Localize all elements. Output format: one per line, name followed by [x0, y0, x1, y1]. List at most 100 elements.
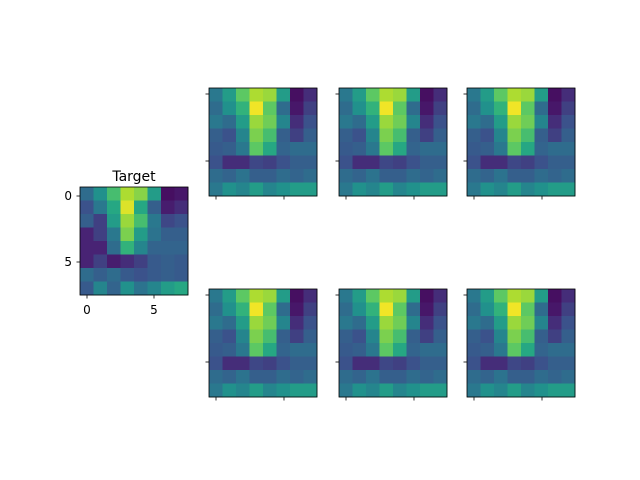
- heatmap-cell: [352, 128, 367, 143]
- heatmap-cell: [393, 343, 407, 357]
- heatmap-cell: [93, 241, 108, 255]
- heatmap-cell: [521, 88, 535, 102]
- heatmap-cell: [209, 142, 223, 156]
- heatmap-cell: [379, 101, 394, 116]
- heatmap-cell: [290, 182, 304, 197]
- axes-frame: [79, 186, 189, 296]
- heatmap-cell: [494, 169, 508, 183]
- heatmap-cell: [561, 329, 576, 344]
- heatmap-cell: [366, 182, 380, 197]
- heatmap-cell: [521, 289, 535, 303]
- heatmap-cell: [420, 169, 434, 183]
- heatmap-cell: [339, 316, 353, 330]
- heatmap-cell: [366, 128, 380, 143]
- heatmap-cell: [534, 343, 549, 357]
- heatmap-cell: [467, 155, 481, 170]
- heatmap-cell: [80, 187, 94, 201]
- heatmap-cell: [433, 88, 448, 102]
- prediction-heatmap-6: [466, 288, 576, 398]
- heatmap-cell: [366, 316, 380, 330]
- heatmap-cell: [174, 241, 189, 255]
- heatmap-cell: [507, 370, 522, 384]
- heatmap-cell: [339, 169, 353, 183]
- heatmap-cell: [534, 383, 549, 398]
- heatmap-cell: [467, 289, 481, 303]
- heatmap-cell: [534, 101, 549, 116]
- heatmap-cell: [120, 254, 135, 269]
- heatmap-cell: [147, 214, 162, 228]
- heatmap-cell: [352, 169, 367, 183]
- heatmap-cell: [521, 343, 535, 357]
- heatmap-cell: [352, 289, 367, 303]
- heatmap-cell: [433, 343, 448, 357]
- heatmap-cell: [420, 88, 434, 102]
- heatmap-cell: [222, 370, 237, 384]
- target-y-tick-label-0: 0: [64, 189, 72, 203]
- heatmap-cell: [276, 115, 291, 129]
- heatmap-cell: [290, 169, 304, 183]
- heatmap-cell: [433, 289, 448, 303]
- heatmap-cell: [548, 356, 562, 371]
- heatmap-cell: [339, 182, 353, 197]
- heatmap-cell: [249, 343, 264, 357]
- heatmap-cell: [420, 101, 434, 116]
- heatmap-cell: [263, 101, 277, 116]
- heatmap-cell: [107, 241, 121, 255]
- heatmap-cell: [561, 289, 576, 303]
- heatmap-cell: [93, 214, 108, 228]
- heatmap-cell: [521, 370, 535, 384]
- heatmap-cell: [174, 281, 189, 296]
- heatmap-cell: [276, 343, 291, 357]
- heatmap-cell: [352, 383, 367, 398]
- heatmap-cell: [379, 155, 394, 170]
- heatmap-cell: [339, 101, 353, 116]
- heatmap-cell: [107, 214, 121, 228]
- heatmap-cell: [433, 302, 448, 317]
- heatmap-cell: [339, 155, 353, 170]
- heatmap-cell: [480, 329, 495, 344]
- heatmap-cell: [263, 370, 277, 384]
- heatmap-cell: [406, 302, 421, 317]
- heatmap-cell: [521, 182, 535, 197]
- heatmap-cell: [120, 187, 135, 201]
- heatmap-cell: [80, 268, 94, 282]
- heatmap-cell: [480, 370, 495, 384]
- heatmap-cell: [236, 169, 250, 183]
- heatmap-cell: [93, 200, 108, 215]
- heatmap-cell: [107, 200, 121, 215]
- heatmap-cell: [249, 370, 264, 384]
- heatmap-cell: [263, 302, 277, 317]
- heatmap-cell: [161, 241, 175, 255]
- heatmap-cell: [406, 115, 421, 129]
- heatmap-cell: [366, 289, 380, 303]
- heatmap-cell: [548, 101, 562, 116]
- heatmap-cell: [303, 370, 318, 384]
- heatmap-cell: [467, 356, 481, 371]
- heatmap-cell: [290, 142, 304, 156]
- heatmap-cell: [352, 370, 367, 384]
- heatmap-cell: [521, 155, 535, 170]
- heatmap-cell: [467, 302, 481, 317]
- heatmap-cell: [433, 316, 448, 330]
- heatmap-cell: [236, 343, 250, 357]
- heatmap-cell: [290, 370, 304, 384]
- heatmap-cell: [107, 254, 121, 269]
- heatmap-cell: [366, 142, 380, 156]
- heatmap-cell: [480, 316, 495, 330]
- heatmap-cell: [420, 142, 434, 156]
- heatmap-cell: [249, 289, 264, 303]
- heatmap-cell: [249, 88, 264, 102]
- heatmap-cell: [561, 128, 576, 143]
- heatmap-cell: [174, 200, 189, 215]
- heatmap-cell: [494, 88, 508, 102]
- heatmap-cell: [147, 241, 162, 255]
- heatmap-cell: [379, 343, 394, 357]
- heatmap-cell: [548, 329, 562, 344]
- heatmap-cell: [467, 316, 481, 330]
- heatmap-cell: [236, 289, 250, 303]
- heatmap-cell: [561, 343, 576, 357]
- heatmap-cell: [480, 182, 495, 197]
- heatmap-cell: [561, 88, 576, 102]
- heatmap-cell: [534, 370, 549, 384]
